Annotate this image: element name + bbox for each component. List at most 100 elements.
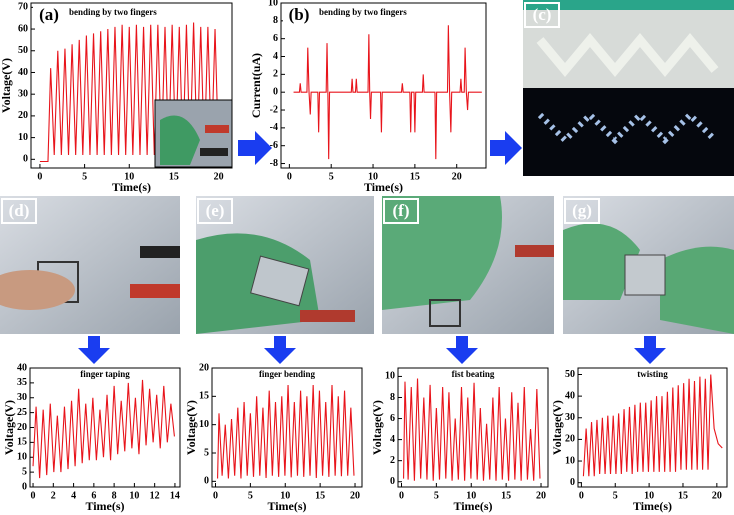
- y-tick-label: 40: [18, 67, 28, 78]
- x-axis-label: Time(s): [85, 499, 124, 513]
- y-tick-label: 6: [273, 33, 278, 44]
- y-tick-label: 20: [565, 434, 575, 445]
- x-tick-label: 0: [399, 490, 404, 501]
- y-tick-label: 6: [390, 413, 395, 424]
- chart-title: finger taping: [80, 369, 130, 379]
- y-tick-label: 15: [199, 391, 209, 402]
- y-tick-label: 10: [565, 455, 575, 466]
- x-axis-label: Time(s): [633, 499, 672, 513]
- x-tick-label: 0: [287, 171, 292, 182]
- y-tick-label: 50: [18, 45, 28, 56]
- chart-title: twisting: [637, 369, 668, 379]
- panel-label-box: [283, 5, 315, 27]
- x-tick-label: 20: [350, 490, 360, 501]
- x-tick-label: 0: [579, 490, 584, 501]
- x-tick-label: 20: [712, 490, 722, 501]
- y-tick-label: 35: [17, 377, 27, 388]
- panel-label: (e): [206, 201, 225, 220]
- plot-frame: [397, 367, 549, 488]
- chart-title: bending by two fingers: [69, 7, 157, 17]
- y-tick-label: 0: [390, 476, 395, 487]
- panel-label-box: [33, 5, 65, 27]
- arrow: [238, 131, 272, 165]
- y-tick-label: 10: [18, 132, 28, 143]
- x-tick-label: 8: [112, 490, 117, 501]
- y-axis-label: Voltage(V): [550, 400, 564, 455]
- arrow: [634, 336, 666, 364]
- y-axis-label: Voltage(V): [2, 400, 16, 455]
- x-tick-label: 5: [329, 171, 334, 182]
- y-axis-label: Current(uA): [249, 53, 263, 118]
- x-tick-label: 0: [37, 171, 42, 182]
- photo-c: (c): [523, 0, 734, 176]
- data-line: [582, 374, 723, 477]
- y-tick-label: -4: [270, 122, 278, 133]
- x-tick-label: 0: [31, 490, 36, 501]
- arrow: [78, 336, 110, 364]
- data-line: [403, 378, 541, 481]
- x-tick-label: 10: [644, 490, 654, 501]
- y-tick-label: 10: [268, 0, 278, 8]
- y-axis-label: Voltage(V): [184, 400, 198, 455]
- x-tick-label: 5: [613, 490, 618, 501]
- panel-label: (g): [572, 201, 592, 220]
- y-tick-label: 40: [565, 390, 575, 401]
- y-tick-label: 30: [18, 88, 28, 99]
- y-tick-label: 10: [199, 419, 209, 430]
- y-tick-label: 40: [17, 362, 27, 373]
- y-tick-label: 2: [390, 455, 395, 466]
- x-tick-label: 5: [248, 490, 253, 501]
- y-tick-label: 30: [565, 412, 575, 423]
- panel-label: (a): [39, 5, 59, 24]
- y-tick-label: 0: [570, 477, 575, 488]
- y-tick-label: 5: [204, 447, 209, 458]
- data-line: [32, 379, 175, 479]
- y-tick-label: 8: [390, 392, 395, 403]
- y-tick-label: 0: [204, 476, 209, 487]
- y-tick-label: 2: [273, 69, 278, 80]
- y-tick-label: 4: [273, 51, 278, 62]
- x-tick-label: 6: [91, 490, 96, 501]
- x-tick-label: 20: [452, 171, 462, 182]
- x-tick-label: 20: [536, 490, 546, 501]
- x-tick-label: 0: [213, 490, 218, 501]
- plot-frame: [211, 367, 363, 488]
- x-tick-label: 5: [82, 171, 87, 182]
- y-tick-label: 15: [17, 437, 27, 448]
- photo-e: (e): [196, 196, 374, 334]
- panel-label: (f): [393, 201, 410, 220]
- y-tick-label: 60: [18, 23, 28, 34]
- x-tick-label: 20: [214, 171, 224, 182]
- inset-photo: [154, 99, 233, 168]
- x-tick-label: 15: [169, 171, 179, 182]
- chart-title: bending by two fingers: [319, 7, 407, 17]
- x-tick-label: 15: [678, 490, 688, 501]
- photo-d: (d): [0, 196, 180, 334]
- y-tick-label: 8: [273, 15, 278, 26]
- y-tick-label: -6: [270, 140, 278, 151]
- x-tick-label: 10: [466, 490, 476, 501]
- arrow: [264, 336, 296, 364]
- x-tick-label: 10: [280, 490, 290, 501]
- x-tick-label: 15: [315, 490, 325, 501]
- x-tick-label: 10: [124, 171, 134, 182]
- arrow: [490, 131, 522, 165]
- x-tick-label: 15: [410, 171, 420, 182]
- x-tick-label: 10: [368, 171, 378, 182]
- panel-label: (d): [9, 201, 30, 220]
- x-tick-label: 4: [71, 490, 76, 501]
- y-tick-label: 10: [385, 371, 395, 382]
- x-tick-label: 12: [150, 490, 160, 501]
- y-tick-label: 30: [17, 392, 27, 403]
- chart-title: fist beating: [452, 369, 495, 379]
- chart-title: finger bending: [259, 369, 316, 379]
- y-tick-label: 0: [23, 154, 28, 165]
- y-axis-label: Voltage(V): [370, 400, 384, 455]
- plot-frame: [280, 2, 487, 169]
- x-axis-label: Time(s): [267, 499, 306, 513]
- y-tick-label: 0: [273, 86, 278, 97]
- arrow: [446, 336, 478, 364]
- y-tick-label: 50: [565, 369, 575, 380]
- plot-frame: [30, 2, 233, 169]
